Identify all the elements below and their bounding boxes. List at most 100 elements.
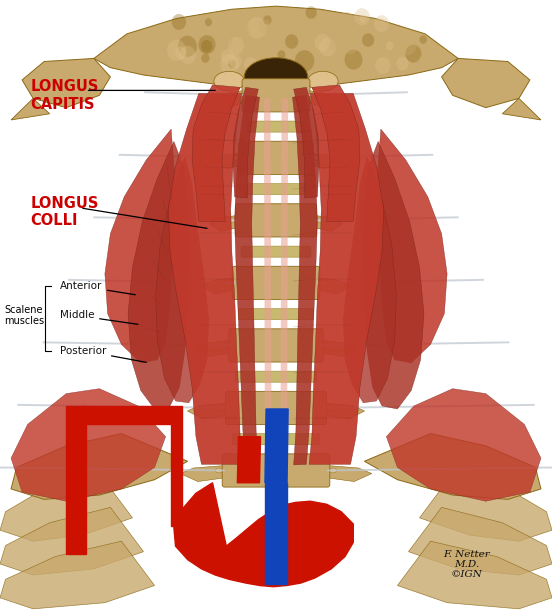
Circle shape: [244, 57, 257, 72]
Circle shape: [287, 10, 295, 20]
Circle shape: [396, 57, 408, 71]
Circle shape: [201, 54, 210, 63]
Circle shape: [220, 54, 239, 74]
Circle shape: [315, 34, 331, 51]
Text: LONGUS
CAPITIS: LONGUS CAPITIS: [30, 79, 99, 111]
Circle shape: [201, 40, 213, 52]
Circle shape: [263, 15, 272, 25]
Polygon shape: [265, 409, 288, 483]
Circle shape: [221, 49, 234, 64]
Polygon shape: [264, 98, 272, 455]
Polygon shape: [343, 157, 396, 403]
Circle shape: [417, 56, 430, 70]
Polygon shape: [397, 541, 552, 609]
Polygon shape: [378, 129, 447, 363]
Circle shape: [375, 57, 390, 74]
Ellipse shape: [317, 218, 323, 223]
Polygon shape: [321, 341, 358, 357]
Circle shape: [228, 37, 244, 55]
Polygon shape: [311, 153, 336, 169]
Polygon shape: [0, 507, 144, 575]
Polygon shape: [216, 153, 241, 169]
Text: LONGUS
COLLI: LONGUS COLLI: [30, 196, 99, 228]
Polygon shape: [386, 389, 541, 501]
Ellipse shape: [225, 280, 232, 285]
FancyBboxPatch shape: [232, 266, 320, 300]
Ellipse shape: [219, 405, 226, 410]
Polygon shape: [174, 483, 353, 587]
Circle shape: [338, 12, 355, 31]
FancyBboxPatch shape: [222, 454, 330, 487]
Circle shape: [214, 26, 233, 47]
Text: Anterior: Anterior: [60, 281, 135, 295]
Ellipse shape: [235, 93, 242, 98]
Circle shape: [179, 46, 196, 64]
Polygon shape: [265, 483, 287, 584]
Text: Posterior: Posterior: [60, 346, 146, 362]
Circle shape: [305, 6, 317, 19]
Polygon shape: [309, 93, 384, 464]
Circle shape: [247, 17, 267, 39]
Polygon shape: [105, 129, 174, 363]
Ellipse shape: [327, 405, 333, 410]
Polygon shape: [364, 434, 541, 499]
Ellipse shape: [214, 71, 244, 91]
Ellipse shape: [310, 93, 317, 98]
Circle shape: [166, 42, 179, 56]
Polygon shape: [293, 95, 317, 465]
Polygon shape: [223, 90, 244, 106]
Polygon shape: [502, 98, 541, 120]
Circle shape: [400, 36, 416, 55]
Ellipse shape: [232, 156, 238, 161]
Circle shape: [278, 50, 285, 59]
Polygon shape: [11, 389, 166, 501]
Circle shape: [229, 68, 237, 77]
FancyBboxPatch shape: [225, 391, 326, 424]
Ellipse shape: [229, 218, 235, 223]
Polygon shape: [128, 141, 189, 409]
Polygon shape: [318, 278, 351, 294]
Circle shape: [375, 19, 386, 31]
Circle shape: [386, 41, 394, 50]
Polygon shape: [312, 85, 360, 221]
FancyBboxPatch shape: [229, 329, 323, 362]
Polygon shape: [408, 507, 552, 575]
Ellipse shape: [222, 343, 229, 348]
Circle shape: [197, 64, 209, 77]
Polygon shape: [22, 58, 110, 108]
Polygon shape: [237, 437, 261, 483]
Circle shape: [285, 34, 298, 49]
Polygon shape: [194, 341, 231, 357]
Polygon shape: [180, 466, 224, 482]
Circle shape: [405, 45, 421, 63]
FancyBboxPatch shape: [235, 204, 317, 237]
Ellipse shape: [320, 280, 327, 285]
Circle shape: [374, 15, 389, 32]
Ellipse shape: [215, 468, 222, 473]
Polygon shape: [0, 474, 132, 541]
Circle shape: [354, 8, 370, 25]
FancyBboxPatch shape: [238, 309, 314, 320]
Circle shape: [362, 33, 374, 47]
FancyBboxPatch shape: [244, 184, 308, 195]
Ellipse shape: [244, 58, 308, 96]
Polygon shape: [11, 98, 50, 120]
Polygon shape: [363, 141, 424, 409]
Circle shape: [319, 38, 336, 57]
FancyBboxPatch shape: [232, 434, 320, 445]
Polygon shape: [442, 58, 530, 108]
FancyBboxPatch shape: [238, 141, 314, 175]
Polygon shape: [202, 278, 234, 294]
Circle shape: [267, 22, 285, 41]
Circle shape: [175, 46, 187, 60]
Text: Middle: Middle: [60, 311, 138, 324]
Text: F. Netter
M.D.
©IGN: F. Netter M.D. ©IGN: [443, 550, 490, 579]
Circle shape: [360, 15, 367, 23]
Polygon shape: [235, 95, 259, 465]
Polygon shape: [171, 424, 182, 526]
Text: Scalene
muscles: Scalene muscles: [4, 304, 45, 327]
Circle shape: [344, 50, 363, 69]
FancyBboxPatch shape: [241, 246, 311, 257]
Circle shape: [339, 33, 359, 55]
Polygon shape: [233, 87, 258, 198]
